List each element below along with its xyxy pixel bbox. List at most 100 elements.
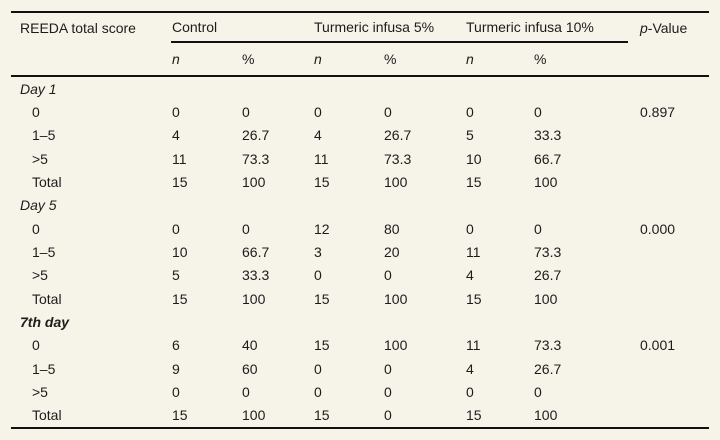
row-label: Total (32, 290, 62, 307)
cell-n-turmeric-10: 0 (466, 384, 474, 401)
cell-n-turmeric-5: 0 (314, 384, 322, 401)
cell-pct-control: 33.3 (242, 267, 270, 284)
cell-n-turmeric-10: 11 (466, 337, 481, 354)
cell-n-control: 0 (172, 384, 180, 401)
row-label: 0 (32, 220, 40, 237)
cell-pct-turmeric-10: 66.7 (534, 150, 562, 167)
cell-pct-control: 0 (242, 104, 250, 121)
cell-pct-turmeric-10: 33.3 (534, 127, 562, 144)
cell-n-turmeric-10: 15 (466, 174, 482, 191)
cell-pct-control: 0 (242, 384, 250, 401)
cell-pct-turmeric-10: 0 (534, 104, 542, 121)
cell-n-control: 4 (172, 127, 180, 144)
cell-pct-control: 26.7 (242, 127, 270, 144)
cell-pct-turmeric-5: 0 (384, 360, 392, 377)
table-body: Day 1 0 0 0 0 0 0 0 0.897 1–5 4 26.7 4 26.7 5 33.3 >5 11 7… (11, 77, 709, 430)
cell-n-turmeric-5: 4 (314, 127, 322, 144)
reeda-score-table: REEDA total score Control Turmeric infus… (11, 11, 709, 430)
cell-pct-turmeric-5: 100 (384, 337, 408, 354)
cell-n-turmeric-10: 10 (466, 150, 482, 167)
row-label: 1–5 (32, 127, 56, 144)
cell-pct-turmeric-5: 20 (384, 244, 400, 261)
cell-pct-turmeric-10: 100 (534, 407, 558, 424)
cell-pct-turmeric-5: 73.3 (384, 150, 412, 167)
cell-pct-turmeric-5: 100 (384, 290, 408, 307)
cell-n-turmeric-5: 3 (314, 244, 322, 261)
cell-n-control: 6 (172, 337, 180, 354)
cell-n-turmeric-10: 4 (466, 267, 474, 284)
table-header: REEDA total score Control Turmeric infus… (11, 11, 709, 77)
cell-n-control: 9 (172, 360, 180, 377)
cell-pct-turmeric-10: 0 (534, 220, 542, 237)
p-value-cell: 0.001 (640, 337, 676, 354)
cell-n-control: 15 (172, 290, 188, 307)
subheader-n-turmeric-5: n (314, 51, 322, 67)
cell-n-control: 0 (172, 104, 180, 121)
cell-pct-turmeric-10: 100 (534, 290, 558, 307)
cell-pct-turmeric-10: 26.7 (534, 267, 562, 284)
cell-pct-control: 66.7 (242, 244, 270, 261)
cell-n-turmeric-10: 0 (466, 104, 474, 121)
cell-n-turmeric-10: 5 (466, 127, 474, 144)
cell-pct-turmeric-10: 26.7 (534, 360, 562, 377)
row-label: >5 (32, 150, 48, 167)
cell-n-turmeric-5: 12 (314, 220, 330, 237)
cell-n-control: 15 (172, 174, 188, 191)
row-label: >5 (32, 267, 48, 284)
p-value-header: p-Value (638, 20, 709, 36)
cell-n-turmeric-10: 11 (466, 244, 481, 261)
cell-pct-control: 73.3 (242, 150, 270, 167)
cell-pct-turmeric-5: 0 (384, 104, 392, 121)
row-label: 1–5 (32, 244, 56, 261)
cell-pct-turmeric-5: 0 (384, 407, 392, 424)
cell-pct-turmeric-5: 80 (384, 220, 400, 237)
row-label: 0 (32, 337, 40, 354)
cell-pct-control: 40 (242, 337, 258, 354)
cell-n-turmeric-5: 15 (314, 407, 330, 424)
subheader-pct-control: % (242, 51, 255, 67)
row-label: Total (32, 407, 62, 424)
cell-n-control: 5 (172, 267, 180, 284)
cell-n-turmeric-10: 15 (466, 290, 482, 307)
subheader-pct-turmeric-5: % (384, 51, 397, 67)
cell-pct-control: 100 (242, 174, 266, 191)
subheader-n-turmeric-10: n (466, 51, 474, 67)
cell-n-turmeric-10: 15 (466, 407, 482, 424)
cell-n-turmeric-5: 0 (314, 360, 322, 377)
cell-pct-control: 100 (242, 407, 266, 424)
cell-n-turmeric-5: 11 (314, 150, 329, 167)
p-value-cell: 0.000 (640, 220, 676, 237)
cell-pct-turmeric-10: 73.3 (534, 337, 562, 354)
cell-n-turmeric-5: 0 (314, 267, 322, 284)
cell-n-control: 15 (172, 407, 188, 424)
corner-header: REEDA total score (20, 20, 136, 36)
cell-n-turmeric-5: 15 (314, 290, 330, 307)
section-label: 7th day (20, 314, 70, 331)
cell-n-turmeric-10: 0 (466, 220, 474, 237)
row-label: 0 (32, 104, 40, 121)
group-header-control: Control (171, 13, 313, 43)
cell-pct-control: 0 (242, 220, 250, 237)
row-label: >5 (32, 384, 48, 401)
cell-pct-turmeric-5: 26.7 (384, 127, 412, 144)
cell-n-turmeric-5: 0 (314, 104, 322, 121)
p-value-header-rest: -Value (647, 20, 688, 36)
subheader-pct-turmeric-10: % (534, 51, 547, 67)
cell-pct-control: 100 (242, 290, 266, 307)
cell-pct-turmeric-5: 0 (384, 267, 392, 284)
cell-n-turmeric-5: 15 (314, 174, 330, 191)
p-value-cell: 0.897 (640, 104, 676, 121)
cell-pct-control: 60 (242, 360, 258, 377)
cell-pct-turmeric-5: 0 (384, 384, 392, 401)
cell-n-turmeric-5: 15 (314, 337, 330, 354)
section-label: Day 1 (20, 80, 57, 97)
cell-n-control: 0 (172, 220, 180, 237)
cell-pct-turmeric-10: 0 (534, 384, 542, 401)
group-header-turmeric-5: Turmeric infusa 5% (313, 13, 465, 43)
cell-n-turmeric-10: 4 (466, 360, 474, 377)
subheader-n-control: n (172, 51, 180, 67)
cell-pct-turmeric-10: 73.3 (534, 244, 562, 261)
row-label: Total (32, 174, 62, 191)
cell-pct-turmeric-5: 100 (384, 174, 408, 191)
